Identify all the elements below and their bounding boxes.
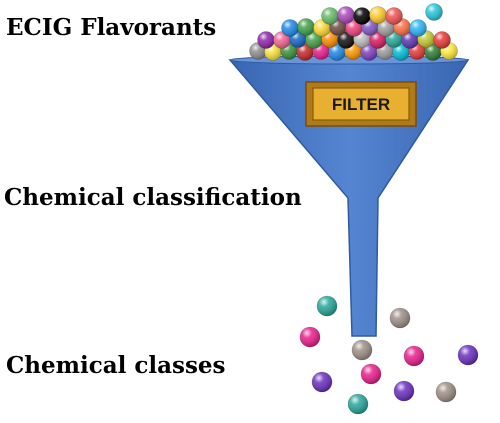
- chemical-class-balls: [299, 295, 479, 415]
- flavorant-balls: [249, 3, 458, 61]
- flavorant-ball: [257, 31, 275, 49]
- flavorant-ball: [297, 18, 315, 36]
- flavorant-ball: [424, 43, 442, 61]
- chemical-class-ball: [347, 393, 369, 415]
- flavorant-ball: [401, 31, 419, 49]
- chemical-class-ball: [316, 295, 338, 317]
- label-chemical-classes: Chemical classes: [6, 352, 226, 379]
- chemical-class-ball: [311, 371, 333, 393]
- flavorant-ball: [328, 43, 346, 61]
- flavorant-ball: [321, 7, 339, 25]
- chemical-class-ball: [389, 307, 411, 329]
- flavorant-ball: [353, 7, 371, 25]
- flavorant-ball: [425, 3, 443, 21]
- filter-label: FILTER: [332, 95, 390, 114]
- chemical-class-ball: [435, 381, 457, 403]
- label-chemical-classification: Chemical classification: [4, 184, 302, 211]
- flavorant-ball: [337, 6, 355, 24]
- flavorant-ball: [273, 31, 291, 49]
- flavorant-ball: [409, 19, 427, 37]
- flavorant-ball: [433, 31, 451, 49]
- flavorant-ball: [345, 19, 363, 37]
- flavorant-ball: [369, 31, 387, 49]
- flavorant-ball: [369, 6, 387, 24]
- chemical-class-ball: [299, 326, 321, 348]
- chemical-class-ball: [351, 339, 373, 361]
- chemical-class-ball: [403, 345, 425, 367]
- filter-box: FILTER: [305, 81, 417, 127]
- flavorant-ball: [313, 19, 331, 37]
- flavorant-ball: [305, 31, 323, 49]
- flavorant-ball: [392, 43, 410, 61]
- flavorant-ball: [337, 31, 355, 49]
- flavorant-ball: [377, 19, 395, 37]
- flavorant-ball: [360, 43, 378, 61]
- flavorant-ball: [385, 7, 403, 25]
- title-ecig-flavorants: ECIG Flavorants: [6, 14, 217, 41]
- chemical-class-ball: [393, 380, 415, 402]
- chemical-class-ball: [360, 363, 382, 385]
- flavorant-ball: [281, 19, 299, 37]
- chemical-class-ball: [457, 344, 479, 366]
